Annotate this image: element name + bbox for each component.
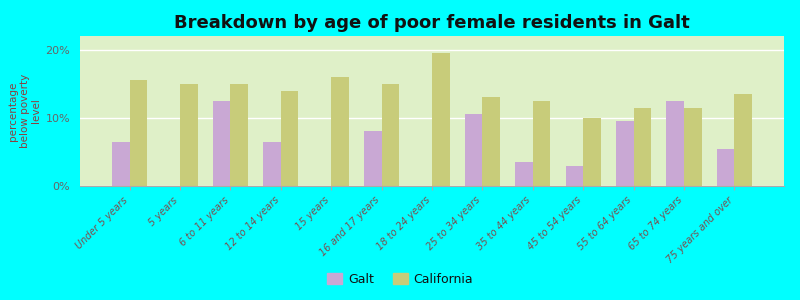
Bar [583, 118, 601, 186]
Legend: Galt, California: Galt, California [322, 268, 478, 291]
Title: Breakdown by age of poor female residents in Galt: Breakdown by age of poor female resident… [174, 14, 690, 32]
Bar [112, 142, 130, 186]
Bar [465, 114, 482, 186]
Bar [616, 121, 634, 186]
Bar [432, 53, 450, 186]
Bar [717, 148, 734, 186]
Bar [230, 84, 248, 186]
Bar [213, 101, 230, 186]
Bar [515, 162, 533, 186]
Bar [684, 108, 702, 186]
Bar [634, 108, 651, 186]
Bar [566, 166, 583, 186]
Bar [666, 101, 684, 186]
Bar [130, 80, 147, 186]
Bar [281, 91, 298, 186]
Bar [382, 84, 399, 186]
Bar [331, 77, 349, 186]
Bar [734, 94, 752, 186]
Bar [533, 101, 550, 186]
Y-axis label: percentage
below poverty
level: percentage below poverty level [8, 74, 42, 148]
Bar [482, 98, 500, 186]
Bar [364, 131, 382, 186]
Bar [263, 142, 281, 186]
Bar [180, 84, 198, 186]
